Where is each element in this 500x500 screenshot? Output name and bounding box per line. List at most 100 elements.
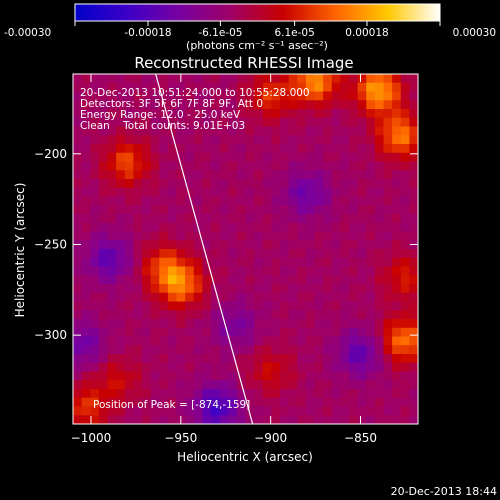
heatmap-cell bbox=[81, 345, 91, 355]
heatmap-cell bbox=[366, 161, 376, 171]
heatmap-cell bbox=[254, 144, 264, 154]
heatmap-cell bbox=[116, 161, 126, 171]
heatmap-cell bbox=[323, 301, 333, 311]
heatmap-cell bbox=[288, 109, 298, 119]
x-tick-label: −850 bbox=[344, 431, 377, 445]
heatmap-cell bbox=[167, 301, 177, 311]
heatmap-cell bbox=[331, 415, 341, 425]
heatmap-cell bbox=[90, 249, 100, 259]
heatmap-cell bbox=[288, 161, 298, 171]
image-frame bbox=[72, 73, 419, 425]
heatmap-cell bbox=[124, 257, 134, 267]
heatmap-cell bbox=[280, 179, 290, 189]
heatmap-cell bbox=[167, 161, 177, 171]
heatmap-cell bbox=[142, 415, 152, 425]
heatmap-cell bbox=[73, 275, 83, 285]
heatmap-cell bbox=[159, 327, 169, 337]
heatmap-cell bbox=[349, 336, 359, 346]
heatmap-cell bbox=[193, 187, 203, 197]
heatmap-cell bbox=[159, 301, 169, 311]
heatmap-cell bbox=[124, 266, 134, 276]
heatmap-cell bbox=[133, 406, 143, 416]
heatmap-cell bbox=[219, 319, 229, 329]
heatmap-cell bbox=[323, 179, 333, 189]
heatmap-cell bbox=[323, 389, 333, 399]
heatmap-cell bbox=[280, 345, 290, 355]
heatmap-cell bbox=[219, 214, 229, 224]
heatmap-cell bbox=[245, 406, 255, 416]
heatmap-cell bbox=[202, 327, 212, 337]
heatmap-cell bbox=[73, 249, 83, 259]
heatmap-cell bbox=[228, 327, 238, 337]
heatmap-cell bbox=[280, 362, 290, 372]
heatmap-cell bbox=[228, 380, 238, 390]
heatmap-cell bbox=[297, 275, 307, 285]
heatmap-cell bbox=[142, 196, 152, 206]
heatmap-cell bbox=[142, 310, 152, 320]
heatmap-cell bbox=[167, 196, 177, 206]
heatmap-cell bbox=[98, 406, 108, 416]
heatmap-cell bbox=[409, 257, 419, 267]
heatmap-cell bbox=[142, 74, 152, 84]
heatmap-cell bbox=[159, 362, 169, 372]
heatmap-cell bbox=[116, 100, 126, 110]
heatmap-cell bbox=[124, 117, 134, 127]
heatmap-cell bbox=[202, 240, 212, 250]
heatmap-cell bbox=[245, 74, 255, 84]
heatmap-cell bbox=[150, 135, 160, 145]
heatmap-cell bbox=[366, 179, 376, 189]
heatmap-cell bbox=[116, 135, 126, 145]
heatmap-cell bbox=[400, 170, 410, 180]
heatmap-cell bbox=[383, 100, 393, 110]
heatmap-cell bbox=[90, 354, 100, 364]
heatmap-cell bbox=[90, 109, 100, 119]
heatmap-cell bbox=[90, 380, 100, 390]
heatmap-cell bbox=[409, 389, 419, 399]
heatmap-cell bbox=[392, 179, 402, 189]
heatmap-cell bbox=[236, 266, 246, 276]
heatmap-cell bbox=[280, 100, 290, 110]
heatmap-cell bbox=[280, 135, 290, 145]
heatmap-cell bbox=[159, 117, 169, 127]
heatmap-cell bbox=[211, 109, 221, 119]
heatmap-cell bbox=[262, 397, 272, 407]
heatmap-cell bbox=[211, 161, 221, 171]
heatmap-cell bbox=[98, 240, 108, 250]
heatmap-cell bbox=[107, 152, 117, 162]
heatmap-cell bbox=[159, 415, 169, 425]
heatmap-cell bbox=[176, 362, 186, 372]
heatmap-cell bbox=[176, 380, 186, 390]
heatmap-cell bbox=[116, 196, 126, 206]
heatmap-cell bbox=[357, 240, 367, 250]
heatmap-cell bbox=[288, 380, 298, 390]
heatmap-cell bbox=[176, 117, 186, 127]
heatmap-cell bbox=[383, 179, 393, 189]
heatmap-cell bbox=[331, 284, 341, 294]
heatmap-cell bbox=[150, 82, 160, 92]
heatmap-cell bbox=[254, 170, 264, 180]
heatmap-cell bbox=[357, 135, 367, 145]
heatmap-cell bbox=[340, 266, 350, 276]
heatmap-cell bbox=[280, 161, 290, 171]
heatmap-cell bbox=[409, 380, 419, 390]
heatmap-cell bbox=[349, 126, 359, 136]
heatmap-cell bbox=[193, 310, 203, 320]
heatmap-cell bbox=[124, 109, 134, 119]
annotation-clean-counts: Clean Total counts: 9.01E+03 bbox=[80, 120, 245, 132]
heatmap-cell bbox=[219, 371, 229, 381]
heatmap-cell bbox=[305, 109, 315, 119]
heatmap-cell bbox=[211, 310, 221, 320]
heatmap-cell bbox=[392, 266, 402, 276]
heatmap-cell bbox=[81, 82, 91, 92]
heatmap-cell bbox=[228, 336, 238, 346]
heatmap-cell bbox=[228, 284, 238, 294]
heatmap-cell bbox=[314, 415, 324, 425]
heatmap-cell bbox=[124, 187, 134, 197]
heatmap-cell bbox=[150, 301, 160, 311]
heatmap-cell bbox=[262, 179, 272, 189]
heatmap-cell bbox=[219, 91, 229, 101]
heatmap-cell bbox=[185, 249, 195, 259]
heatmap-cell bbox=[167, 240, 177, 250]
heatmap-cell bbox=[236, 74, 246, 84]
heatmap-cell bbox=[254, 161, 264, 171]
